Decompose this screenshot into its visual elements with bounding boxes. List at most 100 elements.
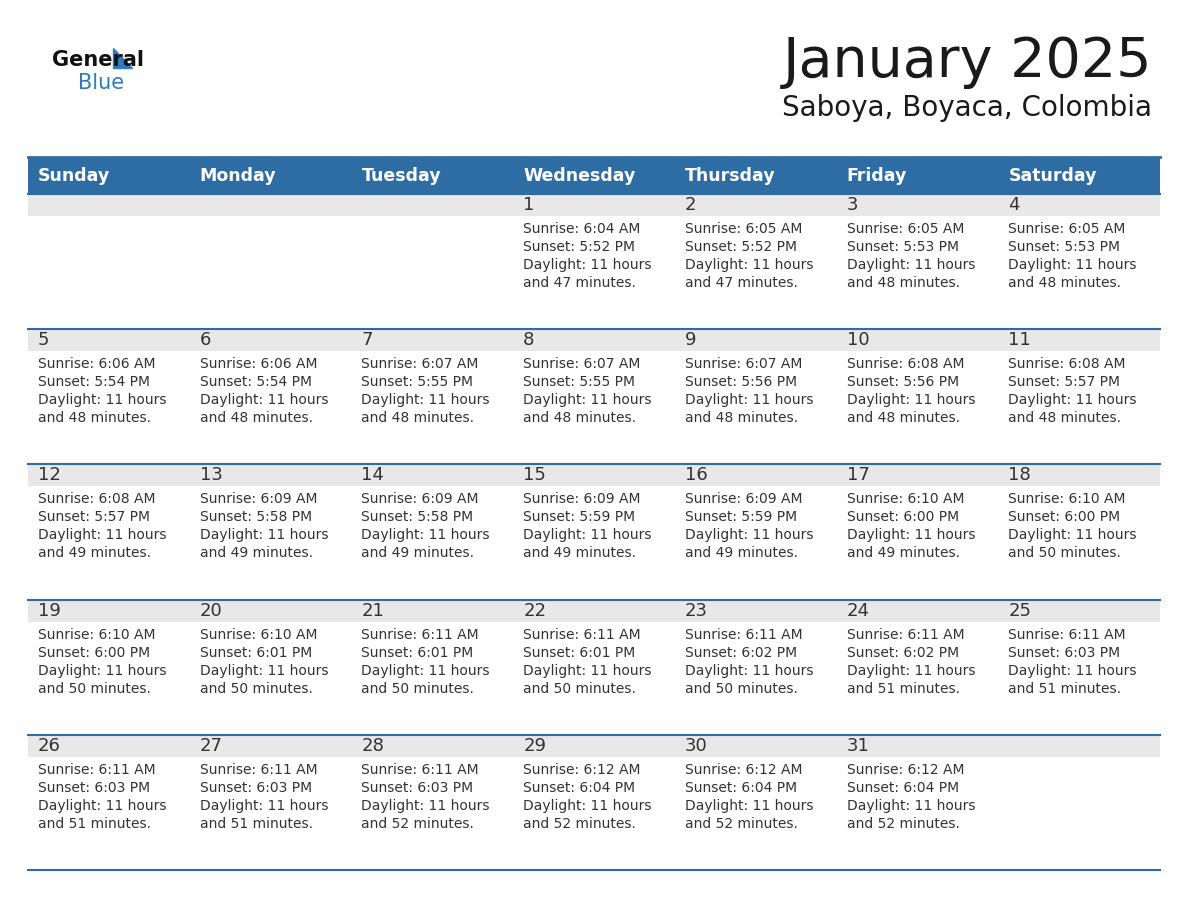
Text: and 50 minutes.: and 50 minutes. [1009, 546, 1121, 560]
Text: 16: 16 [684, 466, 708, 485]
Text: Sunset: 5:53 PM: Sunset: 5:53 PM [1009, 240, 1120, 254]
Text: 3: 3 [847, 196, 858, 214]
Bar [29, 194, 1159, 216]
Text: Blue: Blue [78, 73, 124, 93]
Text: Sunrise: 6:11 AM: Sunrise: 6:11 AM [847, 628, 965, 642]
Text: Daylight: 11 hours: Daylight: 11 hours [1009, 664, 1137, 677]
Text: Sunrise: 6:10 AM: Sunrise: 6:10 AM [38, 628, 156, 642]
Text: Sunset: 5:54 PM: Sunset: 5:54 PM [38, 375, 150, 389]
Text: 7: 7 [361, 331, 373, 349]
Text: Sunrise: 6:08 AM: Sunrise: 6:08 AM [38, 492, 156, 507]
Text: Sunrise: 6:11 AM: Sunrise: 6:11 AM [684, 628, 802, 642]
Text: Tuesday: Tuesday [361, 167, 441, 185]
Text: and 50 minutes.: and 50 minutes. [38, 681, 151, 696]
Text: 9: 9 [684, 331, 696, 349]
Text: 25: 25 [1009, 601, 1031, 620]
Text: Sunday: Sunday [38, 167, 110, 185]
Text: Daylight: 11 hours: Daylight: 11 hours [847, 799, 975, 812]
Text: Sunset: 6:01 PM: Sunset: 6:01 PM [523, 645, 636, 660]
Text: Sunrise: 6:06 AM: Sunrise: 6:06 AM [200, 357, 317, 371]
Text: and 48 minutes.: and 48 minutes. [200, 411, 312, 425]
Text: Sunrise: 6:04 AM: Sunrise: 6:04 AM [523, 222, 640, 236]
Text: Daylight: 11 hours: Daylight: 11 hours [684, 258, 814, 272]
Text: 13: 13 [200, 466, 222, 485]
Text: and 52 minutes.: and 52 minutes. [684, 817, 797, 831]
Text: and 51 minutes.: and 51 minutes. [38, 817, 151, 831]
Text: 31: 31 [847, 737, 870, 755]
Text: Sunrise: 6:11 AM: Sunrise: 6:11 AM [523, 628, 640, 642]
Text: Sunrise: 6:12 AM: Sunrise: 6:12 AM [847, 763, 965, 777]
Text: 12: 12 [38, 466, 61, 485]
Bar [29, 194, 1159, 330]
Text: Sunrise: 6:06 AM: Sunrise: 6:06 AM [38, 357, 156, 371]
Text: Daylight: 11 hours: Daylight: 11 hours [684, 393, 814, 408]
Text: 28: 28 [361, 737, 384, 755]
Text: and 49 minutes.: and 49 minutes. [523, 546, 636, 560]
Text: Sunset: 5:57 PM: Sunset: 5:57 PM [38, 510, 150, 524]
Text: and 48 minutes.: and 48 minutes. [684, 411, 798, 425]
Text: Daylight: 11 hours: Daylight: 11 hours [523, 799, 652, 812]
Text: Sunset: 6:00 PM: Sunset: 6:00 PM [847, 510, 959, 524]
Text: Sunset: 6:01 PM: Sunset: 6:01 PM [361, 645, 474, 660]
Text: Sunset: 5:52 PM: Sunset: 5:52 PM [684, 240, 797, 254]
Text: Thursday: Thursday [684, 167, 776, 185]
Text: Friday: Friday [847, 167, 906, 185]
Text: and 50 minutes.: and 50 minutes. [523, 681, 636, 696]
Text: Sunrise: 6:05 AM: Sunrise: 6:05 AM [847, 222, 963, 236]
Text: Daylight: 11 hours: Daylight: 11 hours [847, 664, 975, 677]
Text: and 50 minutes.: and 50 minutes. [361, 681, 474, 696]
Text: Daylight: 11 hours: Daylight: 11 hours [38, 393, 166, 408]
Text: 20: 20 [200, 601, 222, 620]
Text: and 51 minutes.: and 51 minutes. [1009, 681, 1121, 696]
Text: and 51 minutes.: and 51 minutes. [200, 817, 312, 831]
Text: Sunrise: 6:09 AM: Sunrise: 6:09 AM [361, 492, 479, 507]
Text: General: General [52, 50, 144, 70]
Text: Sunset: 6:00 PM: Sunset: 6:00 PM [1009, 510, 1120, 524]
Text: Sunrise: 6:07 AM: Sunrise: 6:07 AM [523, 357, 640, 371]
Text: Sunset: 6:00 PM: Sunset: 6:00 PM [38, 645, 150, 660]
Text: Sunrise: 6:12 AM: Sunrise: 6:12 AM [684, 763, 802, 777]
Text: Sunset: 5:59 PM: Sunset: 5:59 PM [523, 510, 636, 524]
Text: Sunset: 6:03 PM: Sunset: 6:03 PM [361, 781, 474, 795]
Text: Daylight: 11 hours: Daylight: 11 hours [1009, 393, 1137, 408]
Text: and 48 minutes.: and 48 minutes. [847, 411, 960, 425]
Text: Daylight: 11 hours: Daylight: 11 hours [1009, 529, 1137, 543]
Text: Daylight: 11 hours: Daylight: 11 hours [523, 529, 652, 543]
Text: Sunrise: 6:09 AM: Sunrise: 6:09 AM [523, 492, 640, 507]
Text: Sunrise: 6:11 AM: Sunrise: 6:11 AM [200, 763, 317, 777]
Text: 24: 24 [847, 601, 870, 620]
Text: Sunrise: 6:05 AM: Sunrise: 6:05 AM [684, 222, 802, 236]
Text: Sunset: 5:58 PM: Sunset: 5:58 PM [361, 510, 474, 524]
Text: Daylight: 11 hours: Daylight: 11 hours [523, 393, 652, 408]
Text: Daylight: 11 hours: Daylight: 11 hours [847, 258, 975, 272]
Text: Sunrise: 6:07 AM: Sunrise: 6:07 AM [684, 357, 802, 371]
Text: Sunset: 6:03 PM: Sunset: 6:03 PM [38, 781, 150, 795]
Text: Daylight: 11 hours: Daylight: 11 hours [361, 529, 489, 543]
Text: Wednesday: Wednesday [523, 167, 636, 185]
Text: Sunset: 6:03 PM: Sunset: 6:03 PM [200, 781, 311, 795]
Text: Daylight: 11 hours: Daylight: 11 hours [1009, 258, 1137, 272]
Text: Sunset: 5:54 PM: Sunset: 5:54 PM [200, 375, 311, 389]
Text: Daylight: 11 hours: Daylight: 11 hours [38, 529, 166, 543]
Text: Sunset: 6:02 PM: Sunset: 6:02 PM [684, 645, 797, 660]
Text: Daylight: 11 hours: Daylight: 11 hours [847, 529, 975, 543]
Text: Sunset: 5:58 PM: Sunset: 5:58 PM [200, 510, 311, 524]
Bar [29, 330, 1159, 465]
Bar [29, 599, 1159, 621]
Text: Sunrise: 6:10 AM: Sunrise: 6:10 AM [847, 492, 965, 507]
Text: and 48 minutes.: and 48 minutes. [1009, 411, 1121, 425]
Text: 30: 30 [684, 737, 708, 755]
Text: and 52 minutes.: and 52 minutes. [847, 817, 960, 831]
Text: Saturday: Saturday [1009, 167, 1097, 185]
Text: 22: 22 [523, 601, 546, 620]
Bar [29, 734, 1159, 870]
Text: Daylight: 11 hours: Daylight: 11 hours [200, 799, 328, 812]
Text: Sunrise: 6:11 AM: Sunrise: 6:11 AM [38, 763, 156, 777]
Text: 18: 18 [1009, 466, 1031, 485]
Text: Sunrise: 6:10 AM: Sunrise: 6:10 AM [1009, 492, 1126, 507]
Text: Daylight: 11 hours: Daylight: 11 hours [361, 393, 489, 408]
Text: and 49 minutes.: and 49 minutes. [200, 546, 312, 560]
Text: Monday: Monday [200, 167, 277, 185]
Text: Daylight: 11 hours: Daylight: 11 hours [200, 664, 328, 677]
Text: Sunrise: 6:05 AM: Sunrise: 6:05 AM [1009, 222, 1126, 236]
